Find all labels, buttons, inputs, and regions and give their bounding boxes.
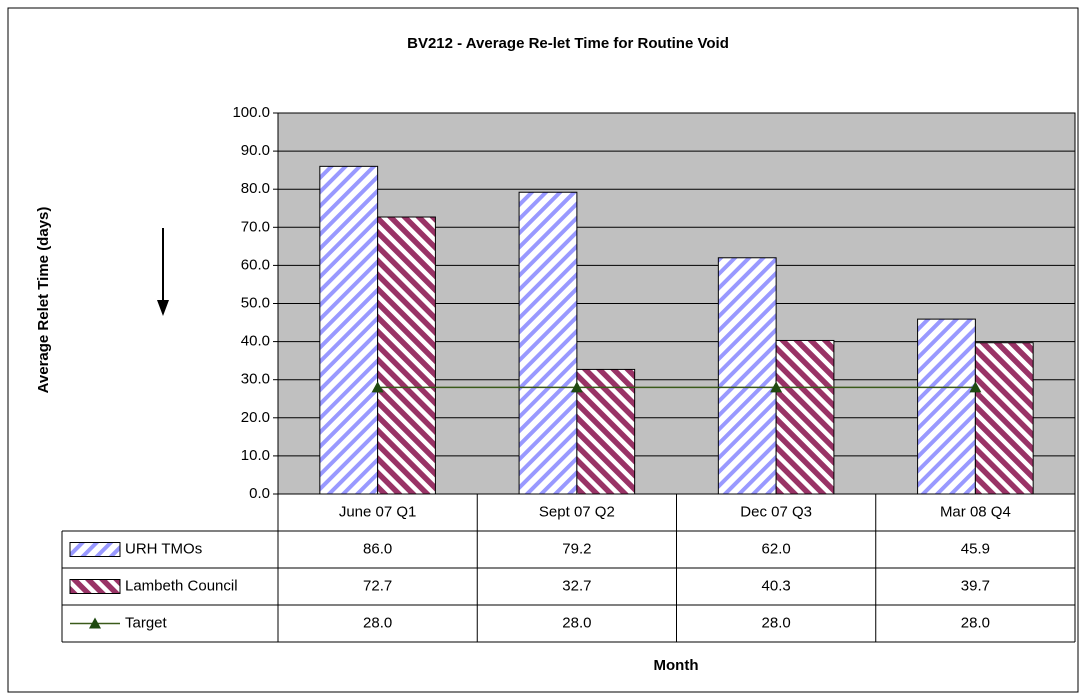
y-tick-label: 10.0 xyxy=(241,447,270,464)
x-tick-label: June 07 Q1 xyxy=(339,503,417,520)
target-marker xyxy=(770,381,783,393)
table-value: 28.0 xyxy=(363,614,392,631)
y-tick-label: 60.0 xyxy=(241,256,270,273)
target-marker xyxy=(969,381,982,393)
table-value: 39.7 xyxy=(961,577,990,594)
legend-label: Lambeth Council xyxy=(125,577,238,594)
bar xyxy=(775,339,835,495)
y-tick-label: 30.0 xyxy=(241,371,270,388)
legend-swatch xyxy=(69,542,121,557)
bar xyxy=(518,191,578,495)
y-tick-label: 90.0 xyxy=(241,142,270,159)
bar xyxy=(576,368,636,495)
arrow xyxy=(157,228,169,316)
y-tick-label: 0.0 xyxy=(249,485,270,502)
legend-label: URH TMOs xyxy=(125,540,202,557)
y-tick-label: 70.0 xyxy=(241,218,270,235)
y-axis-label: Average Relet Time (days) xyxy=(35,207,52,394)
table-value: 28.0 xyxy=(961,614,990,631)
bar xyxy=(717,257,777,495)
x-tick-label: Mar 08 Q4 xyxy=(940,503,1011,520)
bar xyxy=(377,216,436,495)
table-value: 40.3 xyxy=(762,577,791,594)
table-value: 28.0 xyxy=(762,614,791,631)
x-tick-label: Dec 07 Q3 xyxy=(740,503,812,520)
y-tick-label: 40.0 xyxy=(241,333,270,350)
table-value: 72.7 xyxy=(363,577,392,594)
target-marker xyxy=(371,381,384,393)
x-axis-label: Month xyxy=(654,657,699,674)
legend-swatch xyxy=(69,579,121,594)
bar xyxy=(974,342,1034,495)
legend-label: Target xyxy=(125,614,168,631)
table-value: 45.9 xyxy=(961,540,990,557)
bar xyxy=(319,165,379,495)
table-value: 62.0 xyxy=(762,540,791,557)
table-value: 86.0 xyxy=(363,540,392,557)
y-tick-label: 50.0 xyxy=(241,294,270,311)
x-tick-label: Sept 07 Q2 xyxy=(539,503,615,520)
target-marker xyxy=(570,381,583,393)
y-tick-label: 100.0 xyxy=(232,104,270,121)
table-value: 32.7 xyxy=(562,577,591,594)
legend-marker xyxy=(89,617,101,629)
table-value: 79.2 xyxy=(562,540,591,557)
y-tick-label: 20.0 xyxy=(241,409,270,426)
chart-title: BV212 - Average Re-let Time for Routine … xyxy=(407,35,729,52)
y-tick-label: 80.0 xyxy=(241,180,270,197)
table-value: 28.0 xyxy=(562,614,591,631)
bar xyxy=(917,318,976,495)
